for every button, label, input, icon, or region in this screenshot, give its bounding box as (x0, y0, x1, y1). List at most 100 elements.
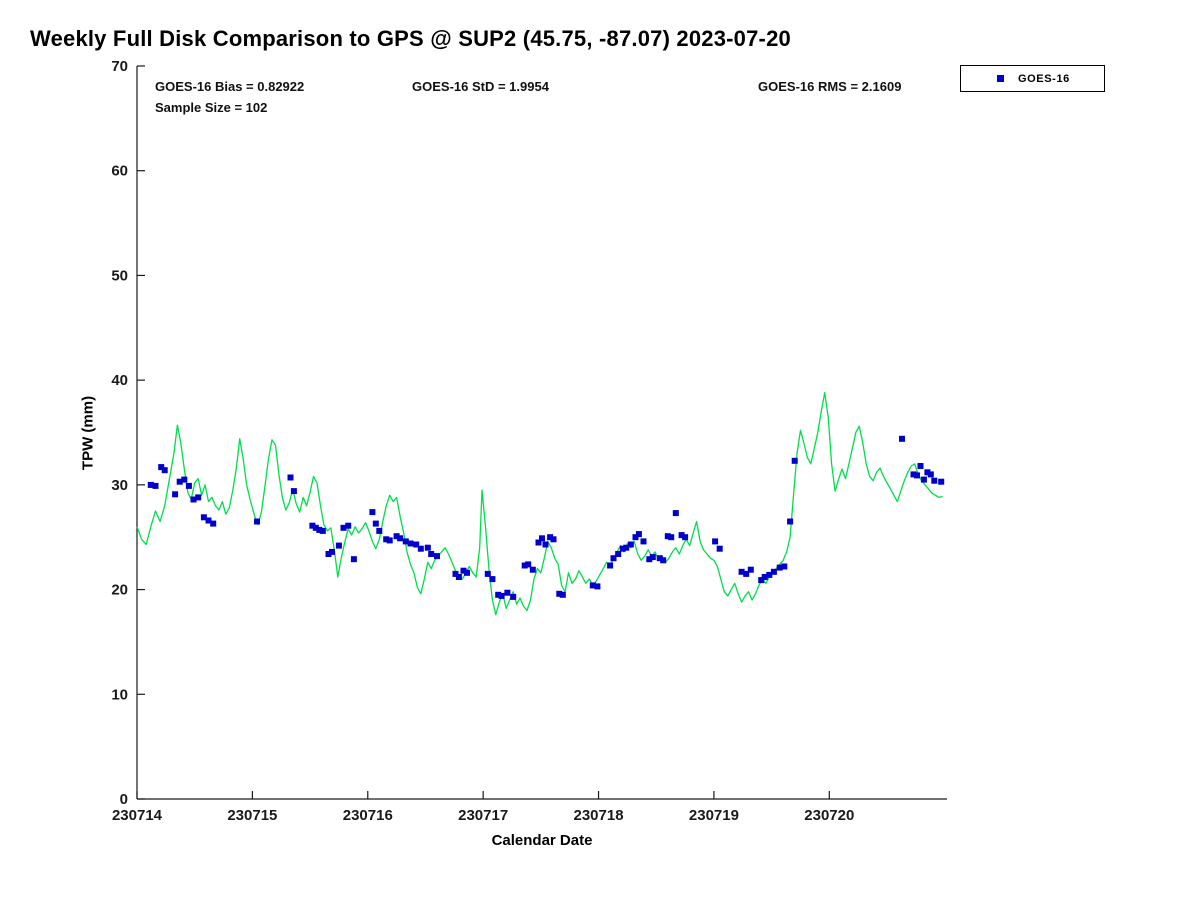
goes16-point (161, 467, 168, 474)
y-tick-label: 10 (111, 686, 128, 703)
goes16-point (924, 469, 931, 476)
goes16-points (147, 435, 945, 600)
x-tick-label: 230715 (227, 807, 277, 824)
x-axis-ticks: 230714 230715 230716 230717 230718 230719 2307… (112, 791, 854, 824)
bias-annotation: GOES-16 Bias = 0.82922 (155, 79, 305, 94)
goes16-point (547, 534, 554, 541)
goes16-point (589, 582, 596, 589)
chart-title: Weekly Full Disk Comparison to GPS @ SUP… (30, 26, 791, 51)
goes16-point (556, 590, 563, 597)
goes16-point (287, 474, 294, 481)
goes16-point (424, 544, 431, 551)
gps-line (136, 392, 943, 616)
goes16-point (329, 548, 335, 555)
goes16-point (510, 593, 517, 600)
goes16-point (761, 574, 768, 580)
goes16-point (910, 471, 917, 478)
std-annotation: GOES-16 StD = 1.9954 (412, 79, 549, 94)
goes16-point (484, 570, 491, 577)
goes16-point (290, 488, 297, 495)
y-axis-ticks: 0 10 20 30 40 50 60 70 (111, 58, 145, 808)
y-tick-label: 0 (120, 791, 128, 808)
y-tick-label: 30 (111, 477, 128, 494)
goes16-point (672, 510, 679, 517)
goes16-point (254, 518, 260, 525)
goes16-point (610, 555, 617, 562)
goes16-point (504, 589, 511, 596)
goes16-point (413, 541, 420, 548)
goes16-point (452, 570, 459, 577)
goes16-point (682, 534, 689, 541)
x-tick-label: 230714 (112, 807, 163, 824)
goes16-point (200, 514, 207, 521)
goes16-point (559, 591, 566, 598)
goes16-point (383, 536, 390, 543)
goes16-point (335, 542, 342, 549)
goes16-point (712, 538, 719, 545)
goes16-point (521, 562, 528, 569)
goes16-point (914, 472, 920, 479)
goes16-point (386, 537, 393, 544)
x-tick-label: 230717 (458, 807, 508, 824)
goes16-point (627, 541, 634, 548)
goes16-point (791, 457, 798, 464)
goes16-point (181, 476, 188, 483)
goes16-point (747, 566, 754, 573)
goes16-point (309, 522, 316, 529)
goes16-point (917, 463, 924, 469)
goes16-point (152, 482, 159, 489)
goes16-legend-marker-icon (997, 75, 1004, 82)
goes16-point (316, 526, 323, 533)
goes16-point (539, 535, 545, 542)
goes16-point (668, 534, 675, 541)
goes16-point (632, 534, 639, 541)
goes16-point (550, 536, 557, 543)
goes16-point (594, 583, 601, 590)
legend-label: GOES-16 (1018, 72, 1070, 85)
goes16-point (498, 592, 505, 599)
goes16-point (649, 554, 656, 561)
goes16-point (899, 435, 905, 442)
goes16-point (927, 471, 934, 478)
goes16-point (340, 524, 347, 531)
goes16-point (460, 567, 467, 574)
goes16-point (656, 555, 663, 562)
goes16-point (678, 532, 685, 539)
goes16-point (615, 551, 622, 557)
goes16-point (397, 535, 404, 542)
sample-size-annotation: Sample Size = 102 (155, 100, 268, 115)
goes16-point (195, 494, 202, 501)
goes16-point (407, 540, 414, 547)
axes (136, 66, 947, 800)
goes16-point (325, 551, 332, 557)
goes16-point (787, 518, 794, 525)
rms-annotation: GOES-16 RMS = 2.1609 (758, 79, 902, 94)
goes16-point (434, 553, 440, 560)
goes16-point (664, 533, 671, 540)
goes16-point (205, 517, 212, 524)
goes16-point (345, 522, 352, 529)
goes16-point (428, 551, 435, 557)
goes16-point (376, 527, 383, 534)
goes16-point (489, 576, 496, 583)
goes16-point (176, 478, 183, 485)
goes16-point (770, 568, 777, 575)
goes16-point (646, 556, 653, 563)
goes16-point (312, 524, 319, 531)
goes16-point (623, 544, 630, 551)
goes16-point (319, 527, 326, 534)
goes16-point (781, 563, 788, 570)
goes16-point (931, 477, 938, 484)
goes16-point (619, 545, 626, 552)
goes16-point (350, 556, 357, 563)
y-tick-label: 60 (111, 163, 128, 180)
goes16-point (402, 538, 409, 545)
goes16-point (529, 566, 536, 573)
legend: GOES-16 (960, 65, 1105, 92)
goes16-point (716, 545, 723, 552)
x-axis-label: Calendar Date (491, 832, 593, 849)
goes16-point (635, 531, 642, 538)
goes16-point (210, 520, 217, 527)
goes16-point (455, 574, 462, 580)
